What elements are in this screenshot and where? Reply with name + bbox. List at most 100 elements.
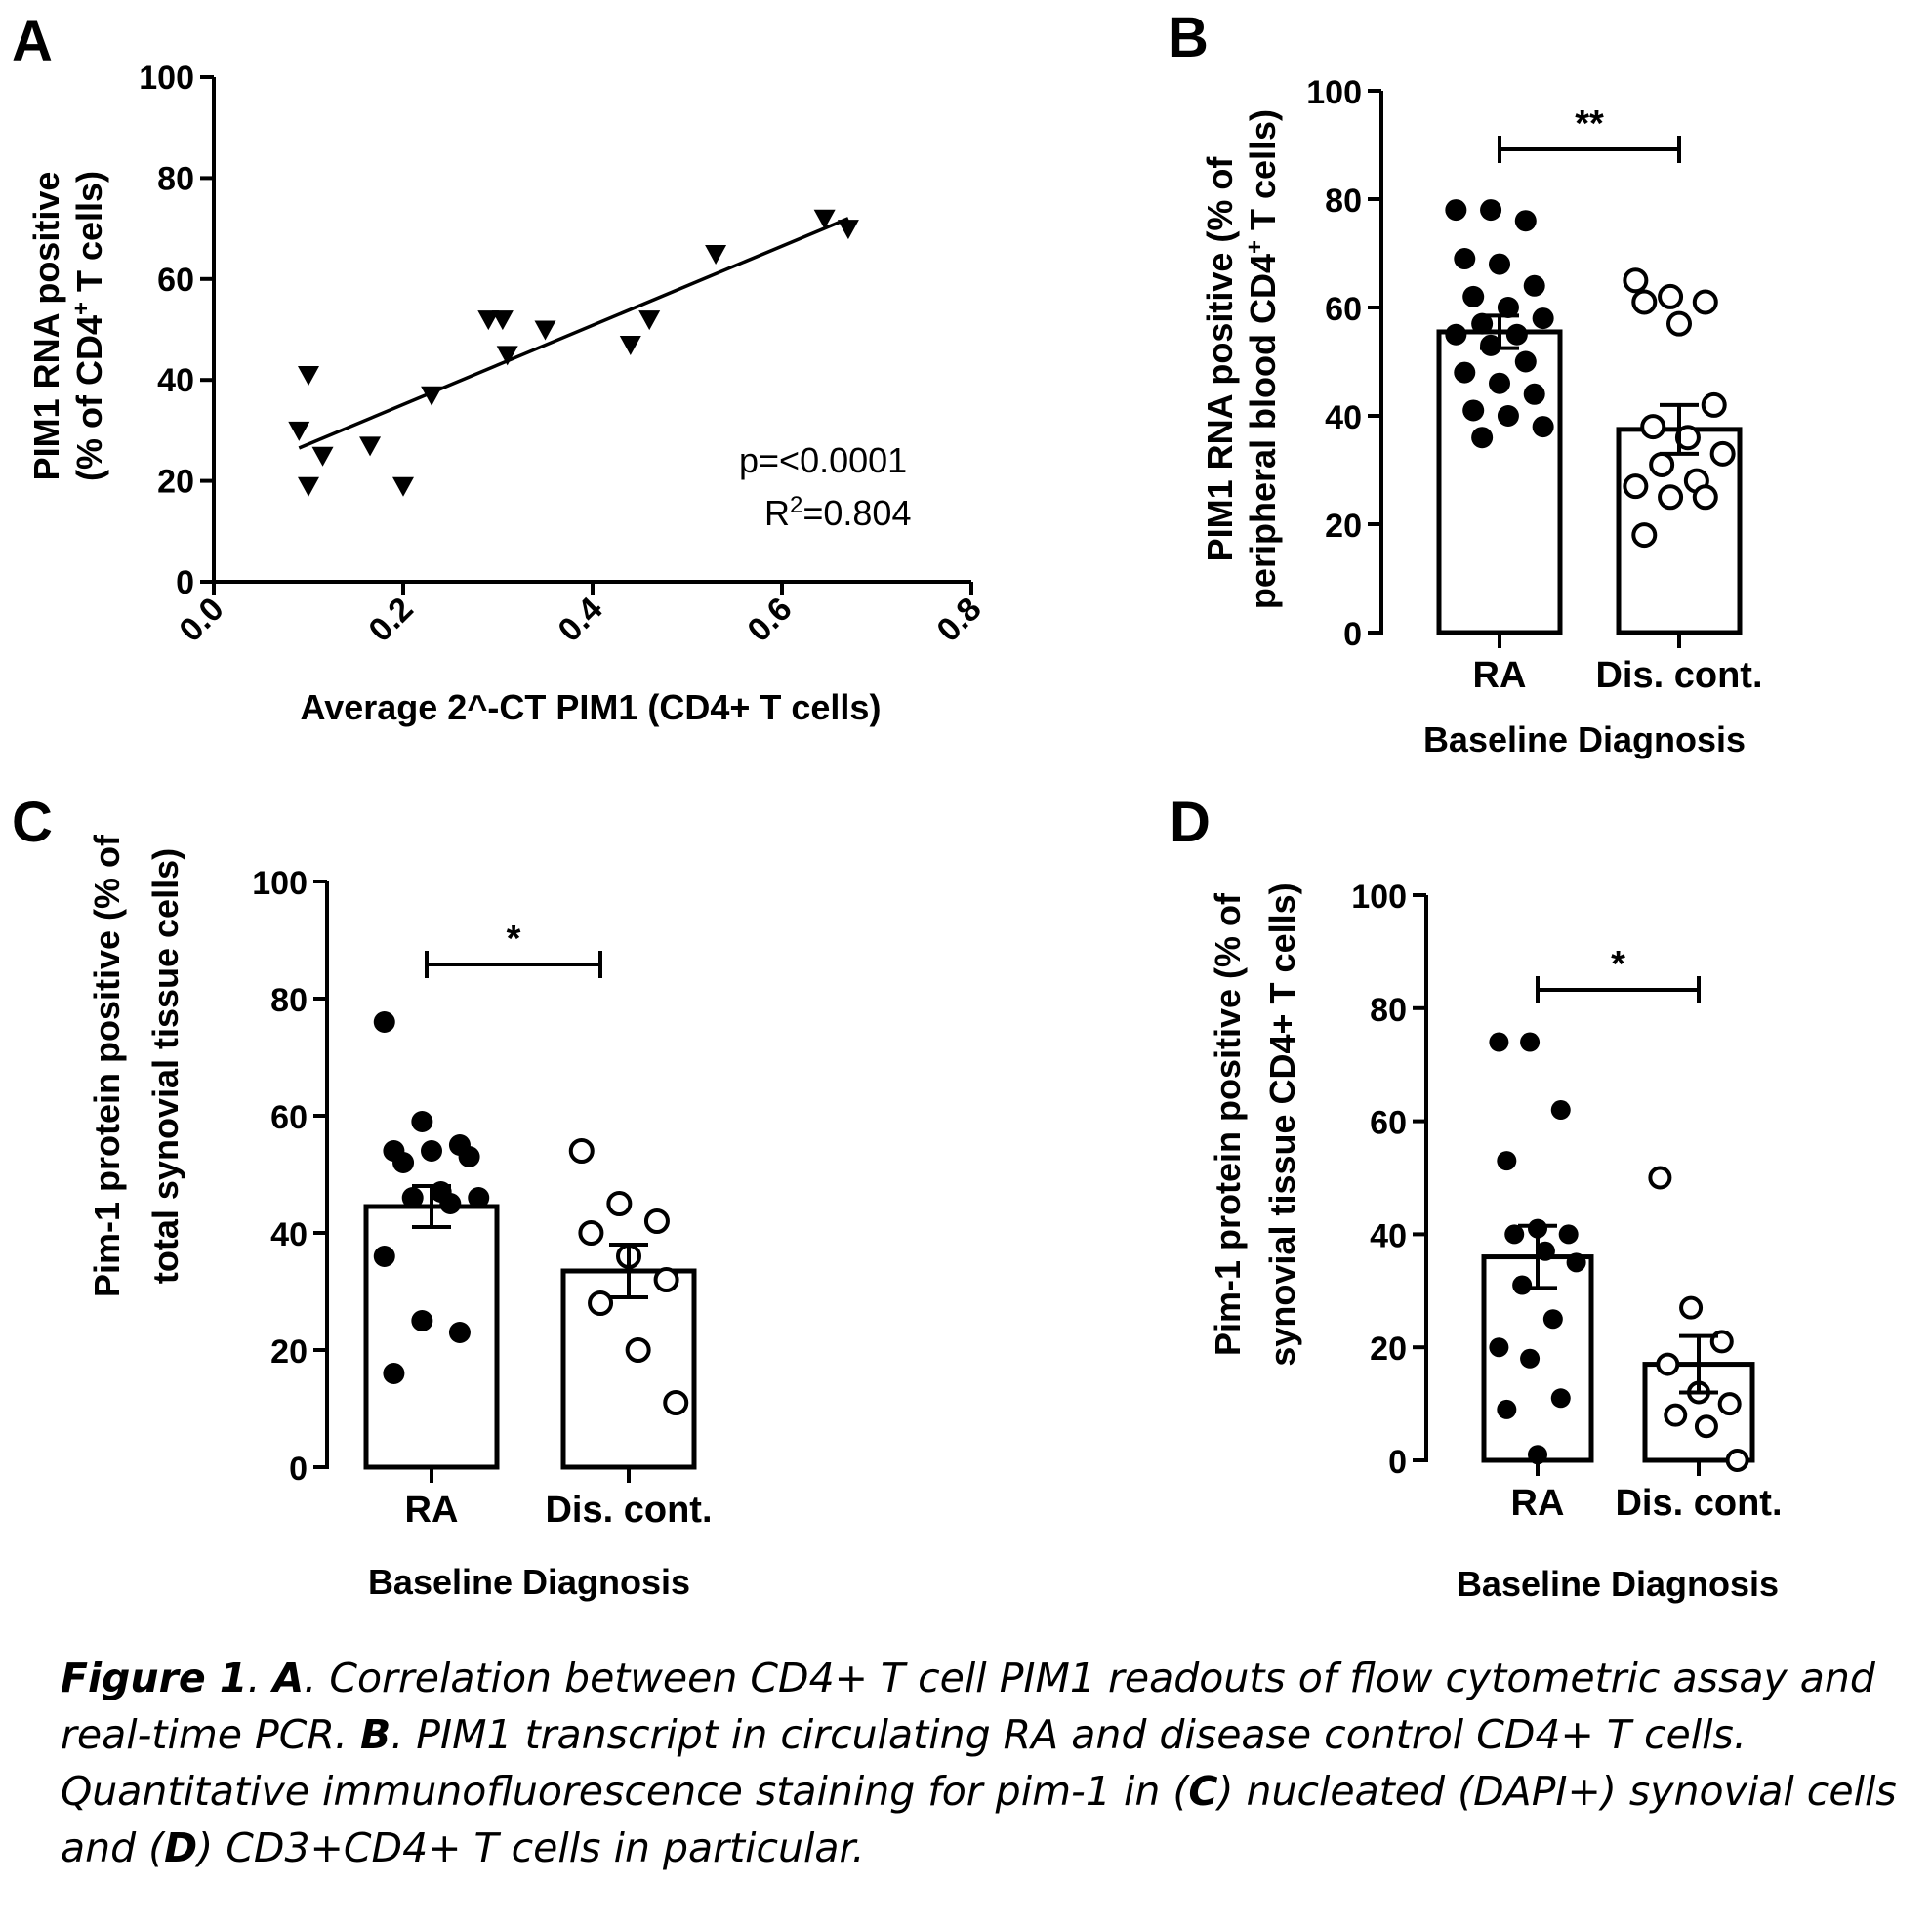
panel-b-ra-point <box>1445 199 1467 222</box>
figure-caption: Figure 1. A. Correlation between CD4+ T … <box>61 1655 1897 1871</box>
panel-b-ra-point <box>1454 361 1476 384</box>
panel-b-ra-point <box>1471 312 1494 335</box>
panel-b-y-tick-label: 40 <box>1325 399 1362 436</box>
panel-b-ra-point <box>1523 274 1545 297</box>
panel-d-y-tick-label: 40 <box>1370 1217 1407 1254</box>
panel-c-y-tick-label: 40 <box>270 1216 308 1253</box>
panel-c-dis-cont-point <box>588 1290 614 1316</box>
panel-a-point <box>421 386 443 406</box>
panel-a-xlabel: Average 2^-CT PIM1 (CD4+ T cells) <box>301 687 882 727</box>
panel-a-ylabel-line1: PIM1 RNA positive <box>26 172 66 481</box>
panel-c-ra-point <box>458 1146 480 1167</box>
panel-c-ra-point <box>401 1187 424 1208</box>
panel-a-point <box>359 436 382 457</box>
panel-b-significance-marker: ** <box>1575 103 1604 144</box>
panel-b-y-tick-label: 20 <box>1325 508 1362 545</box>
panel-b-dis-cont-point <box>1666 310 1692 337</box>
panel-c-y-tick-label: 60 <box>270 1099 308 1136</box>
panel-b-dis-cont-point <box>1658 283 1684 309</box>
panel-d-ra-point <box>1504 1224 1525 1245</box>
panel-d-axes: 0 20 40 60 80 100 RA Dis. cont. <box>1351 879 1782 1524</box>
panel-c-dis-cont-point <box>578 1220 604 1246</box>
panel-a-point <box>496 346 518 366</box>
panel-b-y-tick-label: 80 <box>1325 183 1362 220</box>
caption-c-label: C <box>1188 1768 1218 1815</box>
panel-b-dis-cont-point <box>1623 473 1649 500</box>
panel-b-ra-point <box>1489 253 1510 275</box>
panel-b-dis-cont-point <box>1701 391 1727 418</box>
panel-a-point <box>491 310 514 331</box>
caption-d-label: D <box>164 1824 198 1871</box>
panel-d-category-label: RA <box>1511 1483 1565 1524</box>
panel-b-dis-cont-point <box>1692 289 1718 315</box>
panel-c-ra-point <box>383 1363 405 1384</box>
panel-b-category-label: RA <box>1473 655 1527 696</box>
panel-d-ra-point <box>1535 1241 1555 1261</box>
panel-a-point <box>638 310 661 331</box>
panel-b-dis-cont-point <box>1640 414 1666 440</box>
panel-c-marks: * <box>363 919 697 1470</box>
panel-b-y-tick-label: 100 <box>1306 74 1362 111</box>
panel-c-significance-marker: * <box>507 919 521 960</box>
panel-d-dis-cont-point <box>1694 1414 1718 1439</box>
panel-a-y-tick-label: 20 <box>157 464 194 501</box>
panel-d-ylabel-line1: Pim-1 protein positive (% of <box>1208 892 1248 1356</box>
panel-b-dis-cont-point <box>1631 289 1658 315</box>
panel-c-ra-point <box>392 1152 415 1173</box>
panel-b-dis-cont-point <box>1674 425 1701 451</box>
panel-c-ra-point <box>468 1187 490 1208</box>
panel-d-ra-point <box>1512 1275 1533 1295</box>
panel-c-ylabel-line2: total synovial tissue cells) <box>145 848 185 1284</box>
panel-c-ra-point <box>411 1111 433 1132</box>
panel-c-y-tick-label: 80 <box>270 982 308 1019</box>
panel-c-y-tick-label: 20 <box>270 1333 308 1371</box>
panel-c-category-label: RA <box>405 1490 459 1531</box>
panel-c-dis-cont-point <box>653 1267 679 1292</box>
panel-b-dis-cont-point <box>1658 484 1684 511</box>
panel-c-bar-ra <box>363 1204 500 1470</box>
panel-b-dis-cont-point <box>1709 440 1736 467</box>
caption-b-label: B <box>359 1711 391 1758</box>
panel-c-dis-cont-point <box>643 1208 670 1234</box>
panel-a-x-tick-label: 0.4 <box>551 591 609 649</box>
panel-b-marks: ** <box>1436 103 1743 635</box>
panel-a-r-squared: R2=0.804 <box>764 492 911 534</box>
panel-b-ra-point <box>1505 323 1528 346</box>
panel-d-ra-point <box>1558 1224 1579 1245</box>
panel-b-dis-cont-point <box>1649 451 1675 477</box>
panel-b-ra-point <box>1532 307 1554 330</box>
caption-d-text: ) CD3+CD4+ T cells in particular. <box>197 1824 865 1871</box>
panel-d-ra-point <box>1520 1032 1541 1052</box>
panel-c-letter: C <box>12 791 53 854</box>
panel-a-point <box>619 336 641 356</box>
panel-b-ra-point <box>1462 285 1485 307</box>
panel-c-dis-cont-point <box>625 1337 651 1363</box>
panel-b-ra-point <box>1480 199 1502 222</box>
panel-a-point <box>311 446 334 467</box>
panel-d-ylabel-line2: synovial tissue CD4+ T cells) <box>1262 882 1302 1366</box>
panel-d: D 0 20 40 60 80 100 RA Dis. cont. * Pim-1 prote… <box>1170 791 1783 1604</box>
panel-a-point <box>534 320 556 341</box>
panel-b-ra-point <box>1471 427 1494 449</box>
panel-c-ra-point <box>373 1011 395 1033</box>
panel-d-dis-cont-point <box>1725 1449 1749 1472</box>
panel-a-point <box>298 476 319 497</box>
panel-d-ra-point <box>1497 1151 1517 1171</box>
panel-b-ra-point <box>1489 372 1510 394</box>
panel-d-ra-point <box>1550 1388 1571 1409</box>
panel-a-point <box>813 209 836 229</box>
panel-a-y-tick-label: 0 <box>176 564 194 601</box>
panel-a-point <box>837 220 859 240</box>
panel-b-ylabel-line1: PIM1 RNA positive (% of <box>1200 156 1240 562</box>
panel-b-y-tick-label: 60 <box>1325 291 1362 328</box>
panel-b-xlabel: Baseline Diagnosis <box>1423 719 1746 759</box>
panel-c-ra-point <box>439 1193 462 1214</box>
panel-d-ra-point <box>1542 1309 1563 1330</box>
panel-b-ra-point <box>1454 248 1476 270</box>
panel-d-ra-point <box>1550 1100 1571 1121</box>
panel-d-y-tick-label: 20 <box>1370 1331 1407 1368</box>
panel-b-ra-point <box>1532 416 1554 438</box>
panel-b: B 0 20 40 60 80 100 RA Dis. cont. ** PIM1 RNA p… <box>1168 6 1763 759</box>
panel-c-dis-cont-point <box>606 1191 633 1216</box>
